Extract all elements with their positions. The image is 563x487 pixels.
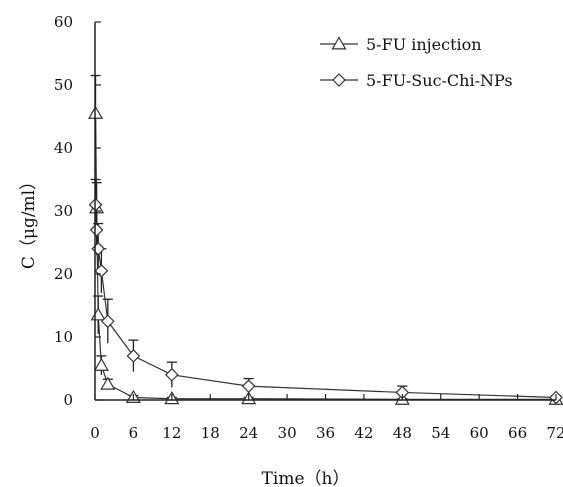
x-tick-label: 48: [393, 424, 412, 442]
data-point-nps: [89, 223, 104, 237]
legend-label-nps: 5-FU-Suc-Chi-NPs: [366, 71, 513, 90]
data-point-injection: [93, 357, 109, 371]
data-point-nps: [100, 314, 115, 329]
data-point-injection: [100, 376, 116, 390]
y-tick-label: 10: [54, 328, 73, 346]
x-tick-label: 6: [129, 424, 139, 442]
series-line-injection: [94, 113, 556, 400]
series-nps: [88, 178, 563, 405]
x-tick-label: 54: [431, 424, 450, 442]
plot-area: [87, 74, 563, 405]
y-tick-label: 0: [63, 391, 73, 409]
legend-marker-nps: [332, 73, 346, 87]
legend-label-injection: 5-FU injection: [366, 35, 482, 54]
y-tick-label: 30: [54, 202, 73, 220]
x-tick-label: 30: [278, 424, 297, 442]
x-tick-label: 60: [470, 424, 489, 442]
legend: 5-FU injection 5-FU-Suc-Chi-NPs: [320, 35, 513, 90]
series-injection: [87, 74, 563, 405]
y-tick-label: 20: [54, 265, 73, 283]
series-line-nps: [94, 204, 557, 399]
data-point-nps: [241, 379, 256, 393]
x-tick-label: 18: [201, 424, 220, 442]
x-tick-label: 42: [354, 424, 373, 442]
x-tick-label: 36: [316, 424, 335, 442]
data-point-nps: [126, 349, 141, 363]
x-tick-label: 0: [90, 424, 100, 442]
x-tick-label: 12: [162, 424, 181, 442]
axes: 0 6 12 18 24 30 36 42 48 54 60 66 72 0 10 20 30 40 50 60: [54, 13, 563, 442]
x-tick-label: 66: [508, 424, 527, 442]
x-tick-label: 24: [239, 424, 258, 442]
y-tick-label: 40: [54, 139, 73, 157]
data-point-nps: [164, 367, 179, 382]
data-point-nps: [91, 241, 106, 256]
y-axis-label: C（μg/ml）: [19, 173, 39, 269]
legend-marker-injection: [331, 36, 347, 50]
x-tick-label: 72: [546, 424, 563, 442]
data-point-injection: [90, 307, 106, 321]
x-axis-label: Time（h）: [262, 469, 350, 487]
y-tick-label: 60: [54, 13, 73, 31]
y-tick-label: 50: [54, 76, 73, 94]
